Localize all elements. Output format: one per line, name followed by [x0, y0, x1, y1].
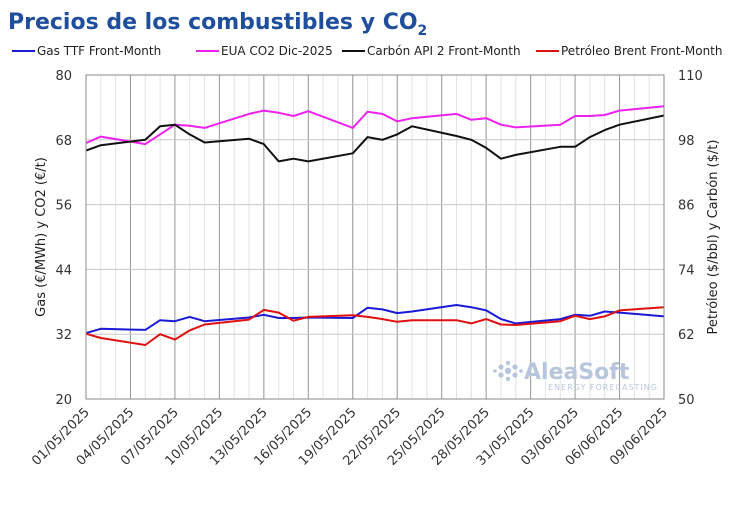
watermark-logo-dot — [512, 372, 518, 378]
series-layer — [85, 105, 665, 346]
series-line-0 — [85, 304, 665, 335]
watermark-logo-dot — [498, 364, 504, 370]
right-axis-tick-label: 98 — [678, 134, 695, 149]
legend-label: Carbón API 2 Front-Month — [367, 44, 521, 58]
watermark-logo-dot — [512, 364, 518, 370]
watermark-logo-dot — [498, 372, 504, 378]
left-axis-label: Gas (€/MWh) y CO2 (€/t) — [34, 157, 49, 317]
watermark-logo-dot — [505, 360, 511, 366]
left-axis-tick-label: 68 — [55, 134, 72, 149]
left-axis-tick-label: 20 — [55, 393, 72, 408]
right-axis-tick-label: 110 — [678, 69, 703, 84]
legend: Gas TTF Front-Month EUA CO2 Dic-2025 Carbó… — [12, 44, 722, 58]
left-axis-tick-label: 56 — [55, 199, 72, 214]
left-axis-tick-label: 44 — [55, 263, 72, 278]
legend-label: EUA CO2 Dic-2025 — [221, 44, 333, 58]
chart-title: Precios de los combustibles y CO2 — [8, 10, 427, 39]
watermark-brand: AleaSoft — [524, 360, 630, 385]
chart-title-main: Precios de los combustibles y CO — [8, 10, 418, 35]
watermark-logo-dot — [505, 376, 511, 382]
watermark-logo-dot — [519, 369, 523, 373]
chart-title-subscript: 2 — [418, 23, 428, 39]
grid — [85, 74, 665, 400]
right-axis-tick-label: 86 — [678, 199, 695, 214]
legend-label: Petróleo Brent Front-Month — [561, 44, 722, 58]
right-axis-label: Petróleo ($/bbl) y Carbón ($/t) — [706, 140, 721, 335]
plot-frame — [85, 74, 665, 400]
watermark-logo-dot — [504, 367, 512, 375]
series-line-3 — [85, 306, 665, 346]
left-axis-tick-label: 32 — [55, 328, 72, 343]
series-line-2 — [85, 114, 665, 163]
right-axis-tick-label: 74 — [678, 263, 695, 278]
right-axis-tick-label: 50 — [678, 393, 695, 408]
left-axis-tick-label: 80 — [55, 69, 72, 84]
series-line-1 — [85, 105, 665, 146]
legend-label: Gas TTF Front-Month — [37, 44, 161, 58]
right-axis-tick-label: 62 — [678, 328, 695, 343]
watermark-tagline: ENERGY FORECASTING — [548, 383, 658, 392]
watermark-logo-dot — [493, 369, 497, 373]
